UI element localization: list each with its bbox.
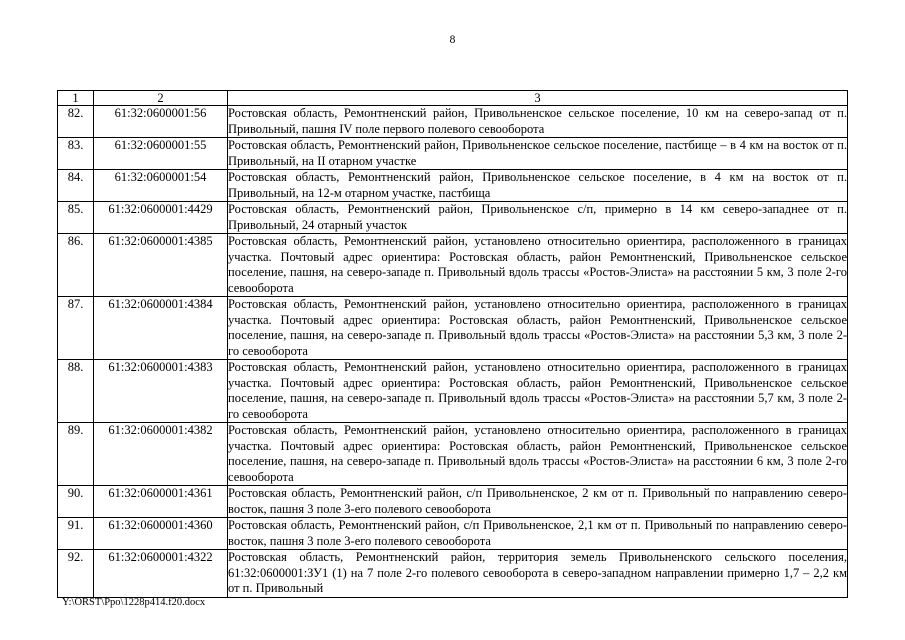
location-description-cell: Ростовская область, Ремонтненский район,… [227, 169, 848, 202]
cadastral-number-cell: 61:32:0600001:4361 [93, 485, 228, 518]
cadastral-number-cell: 61:32:0600001:4429 [93, 201, 228, 234]
table-row: 91. 61:32:0600001:4360 Ростовская область,… [57, 517, 848, 550]
location-description-cell: Ростовская область, Ремонтненский район,… [227, 517, 848, 550]
row-number-cell: 83. [57, 137, 94, 170]
cadastral-number-cell: 61:32:0600001:4360 [93, 517, 228, 550]
table-row: 88. 61:32:0600001:4383 Ростовская область,… [57, 359, 848, 423]
cadastral-number-cell: 61:32:0600001:4384 [93, 296, 228, 360]
page-number: 8 [449, 34, 456, 46]
location-description-cell: Ростовская область, Ремонтненский район,… [227, 296, 848, 360]
cadastral-number-cell: 61:32:0600001:4322 [93, 549, 228, 598]
table-row: 84. 61:32:0600001:54 Ростовская область, Р… [57, 169, 848, 202]
row-number-cell: 84. [57, 169, 94, 202]
cadastral-number-cell: 61:32:0600001:4382 [93, 422, 228, 486]
row-number-cell: 92. [57, 549, 94, 598]
header-cell-col2: 2 [93, 90, 228, 106]
header-cell-col3: 3 [227, 90, 848, 106]
table-row: 83. 61:32:0600001:55 Ростовская область, Р… [57, 137, 848, 170]
row-number-cell: 88. [57, 359, 94, 423]
table-row: 92. 61:32:0600001:4322 Ростовская область,… [57, 549, 848, 598]
cadastral-number-cell: 61:32:0600001:54 [93, 169, 228, 202]
table-body: 82. 61:32:0600001:56 Ростовская область, Р… [57, 105, 848, 598]
document-file-path: Y:\ORST\Ppo\1228p414.f20.docx [62, 597, 206, 608]
cadastral-number-cell: 61:32:0600001:56 [93, 105, 228, 138]
table-row: 87. 61:32:0600001:4384 Ростовская область,… [57, 296, 848, 360]
table-row: 86. 61:32:0600001:4385 Ростовская область,… [57, 233, 848, 297]
location-description-cell: Ростовская область, Ремонтненский район,… [227, 359, 848, 423]
location-description-cell: Ростовская область, Ремонтненский район,… [227, 137, 848, 170]
row-number-cell: 82. [57, 105, 94, 138]
location-description-cell: Ростовская область, Ремонтненский район,… [227, 201, 848, 234]
cadastral-number-cell: 61:32:0600001:55 [93, 137, 228, 170]
land-parcels-table: 1 2 3 82. 61:32:0600001:56 Ростовская обла… [57, 90, 848, 598]
location-description-cell: Ростовская область, Ремонтненский район,… [227, 105, 848, 138]
row-number-cell: 91. [57, 517, 94, 550]
table-row: 90. 61:32:0600001:4361 Ростовская область,… [57, 485, 848, 518]
location-description-cell: Ростовская область, Ремонтненский район,… [227, 485, 848, 518]
header-cell-col1: 1 [57, 90, 94, 106]
table-row: 82. 61:32:0600001:56 Ростовская область, Р… [57, 105, 848, 138]
table-row: 89. 61:32:0600001:4382 Ростовская область,… [57, 422, 848, 486]
cadastral-number-cell: 61:32:0600001:4385 [93, 233, 228, 297]
location-description-cell: Ростовская область, Ремонтненский район,… [227, 549, 848, 598]
row-number-cell: 89. [57, 422, 94, 486]
row-number-cell: 87. [57, 296, 94, 360]
location-description-cell: Ростовская область, Ремонтненский район,… [227, 233, 848, 297]
cadastral-number-cell: 61:32:0600001:4383 [93, 359, 228, 423]
table-header-row: 1 2 3 [57, 90, 848, 106]
row-number-cell: 85. [57, 201, 94, 234]
location-description-cell: Ростовская область, Ремонтненский район,… [227, 422, 848, 486]
table-row: 85. 61:32:0600001:4429 Ростовская область,… [57, 201, 848, 234]
row-number-cell: 86. [57, 233, 94, 297]
row-number-cell: 90. [57, 485, 94, 518]
